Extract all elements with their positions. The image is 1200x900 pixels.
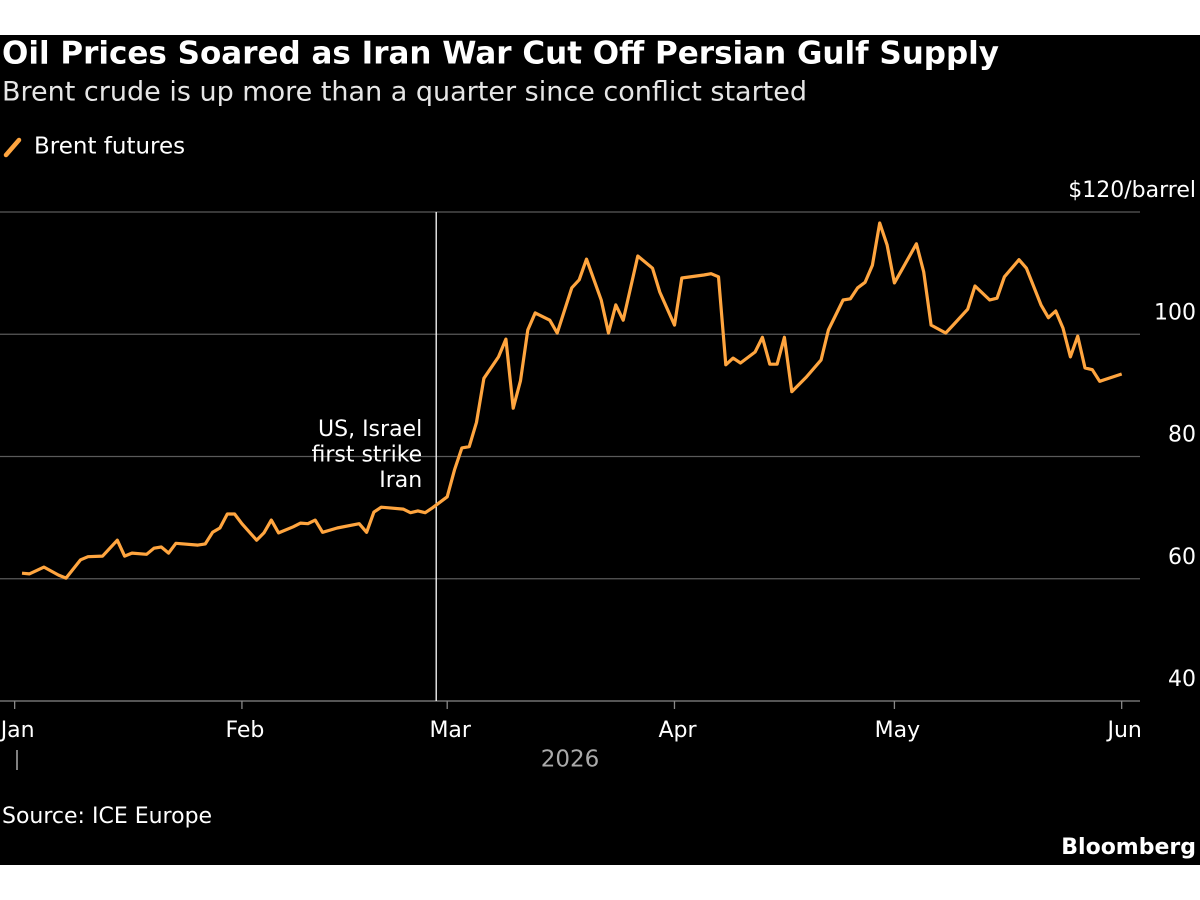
annotation-text: Iran (379, 468, 422, 493)
x-tick-label: Apr (658, 718, 697, 743)
x-axis-label: 2026 (541, 747, 600, 773)
y-tick-label: 40 (1168, 667, 1196, 692)
source: Source: ICE Europe (2, 804, 212, 829)
legend-label: Brent futures (34, 134, 185, 160)
x-tick-label: Jun (1105, 718, 1141, 743)
y-tick-label: 80 (1168, 423, 1196, 448)
annotation-text: first strike (311, 443, 422, 468)
annotation-text: US, Israel (318, 417, 422, 442)
y-tick-label: 100 (1154, 300, 1196, 325)
y-tick-label: 60 (1168, 545, 1196, 570)
background (0, 35, 1200, 865)
chart-subtitle: Brent crude is up more than a quarter si… (2, 77, 807, 108)
chart-title: Oil Prices Soared as Iran War Cut Off Pe… (2, 36, 999, 72)
legend-swatch (3, 137, 22, 158)
x-tick-label: Jan (0, 718, 35, 743)
brand: Bloomberg (1061, 835, 1196, 860)
line-series (21, 221, 1123, 580)
x-tick-label: Feb (225, 718, 264, 743)
y-tick-label: $120/barrel (1068, 178, 1196, 203)
x-tick-label: May (875, 718, 920, 743)
x-tick-label: Mar (429, 718, 471, 743)
